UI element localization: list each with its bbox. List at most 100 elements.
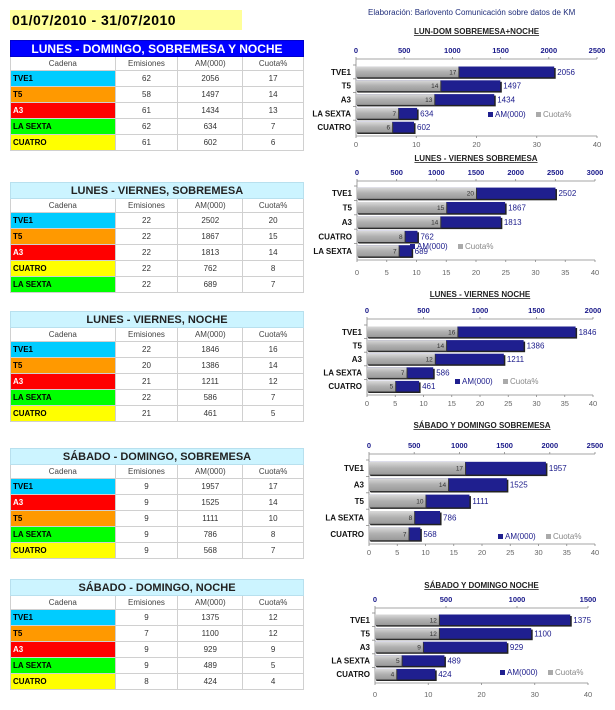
- channel-name: T5: [10, 510, 116, 527]
- am-cell: 2502: [177, 212, 244, 229]
- am-data-label: 461: [422, 382, 436, 391]
- category-label: TVE1: [332, 189, 353, 198]
- top-axis-tick-label: 1000: [451, 441, 468, 450]
- table-row: T5 22 1867 15: [10, 228, 304, 245]
- column-header: Cadena: [10, 595, 116, 610]
- legend-swatch-cuota: [503, 379, 508, 384]
- cuota-bar: [356, 80, 441, 92]
- channel-name: CUATRO: [10, 134, 116, 151]
- cuota-bar: [369, 478, 449, 491]
- cuota-data-label: 12: [430, 631, 438, 638]
- audience-table: LUNES - VIERNES, SOBREMESA Cadena Emisione…: [10, 182, 304, 293]
- top-axis-tick-label: 1500: [580, 595, 597, 604]
- chart-title: LUN-DOM SOBREMESA+NOCHE: [414, 27, 540, 36]
- emisiones-cell: 22: [114, 212, 179, 229]
- am-cell: 489: [177, 657, 244, 674]
- column-header: Emisiones: [114, 464, 179, 479]
- table-row: TVE1 22 1846 16: [10, 341, 304, 358]
- cuota-data-label: 12: [430, 617, 438, 624]
- category-label: TVE1: [342, 328, 363, 337]
- legend-label-cuota: Cuota%: [555, 668, 583, 677]
- cuota-data-label: 17: [449, 69, 457, 76]
- top-axis-tick-label: 2000: [541, 441, 558, 450]
- category-label: LA SEXTA: [331, 657, 370, 666]
- cuota-bar: [367, 353, 435, 365]
- bottom-axis-tick-label: 35: [563, 548, 571, 557]
- am-cell: 424: [177, 673, 244, 690]
- am-bar: [375, 614, 571, 626]
- am-bar: [375, 668, 436, 680]
- bottom-axis-tick-label: 40: [593, 140, 601, 149]
- column-header: Cadena: [10, 56, 116, 71]
- category-label: T5: [342, 82, 352, 91]
- column-header: Emisiones: [114, 198, 179, 213]
- audience-table: SÁBADO - DOMINGO, NOCHE Cadena Emisiones AM…: [10, 579, 304, 690]
- bottom-axis-tick-label: 30: [532, 399, 540, 408]
- channel-name: CUATRO: [10, 260, 116, 277]
- am-data-label: 1846: [579, 328, 597, 337]
- bottom-axis-tick-label: 10: [424, 690, 432, 699]
- column-header: AM(000): [177, 464, 244, 479]
- cuota-cell: 14: [242, 86, 304, 103]
- channel-name: A3: [10, 641, 116, 658]
- am-cell: 1957: [177, 478, 244, 495]
- cuota-data-label: 14: [431, 220, 439, 227]
- channel-name: T5: [10, 86, 116, 103]
- cuota-cell: 14: [242, 357, 304, 374]
- channel-name: A3: [10, 373, 116, 390]
- category-label: TVE1: [350, 616, 371, 625]
- cuota-cell: 14: [242, 494, 304, 511]
- table-row: T5 58 1497 14: [10, 86, 304, 103]
- table-row: CUATRO 8 424 4: [10, 673, 304, 690]
- bottom-axis-tick-label: 10: [412, 268, 420, 277]
- bottom-axis-tick-label: 25: [502, 268, 510, 277]
- cuota-bar: [369, 527, 409, 541]
- column-header: AM(000): [177, 198, 244, 213]
- cuota-bar: [375, 628, 439, 639]
- channel-name: A3: [10, 244, 116, 261]
- am-cell: 929: [177, 641, 244, 658]
- top-axis-tick-label: 1500: [528, 306, 545, 315]
- am-data-label: 2056: [557, 68, 575, 77]
- am-data-label: 602: [417, 123, 431, 132]
- cuota-data-label: 16: [448, 329, 456, 336]
- cuota-data-label: 13: [425, 97, 433, 104]
- table-row: TVE1 62 2056 17: [10, 70, 304, 87]
- am-data-label: 1100: [534, 629, 552, 638]
- bottom-axis-tick-label: 5: [385, 268, 389, 277]
- am-cell: 461: [177, 405, 244, 422]
- table-row: CUATRO 21 461 5: [10, 405, 304, 422]
- category-label: T5: [355, 497, 365, 506]
- legend-swatch-am: [455, 379, 460, 384]
- channel-name: CUATRO: [10, 542, 116, 559]
- emisiones-cell: 22: [114, 260, 179, 277]
- bottom-axis-tick-label: 20: [472, 140, 480, 149]
- emisiones-cell: 9: [114, 526, 179, 543]
- cuota-bar: [357, 187, 476, 199]
- audience-table: SÁBADO - DOMINGO, SOBREMESA Cadena Emision…: [10, 448, 304, 559]
- top-axis-tick-label: 500: [440, 595, 453, 604]
- am-data-label: 1497: [503, 82, 521, 91]
- cuota-data-label: 8: [399, 234, 403, 241]
- legend-swatch-am: [498, 534, 503, 539]
- top-axis-tick-label: 2000: [507, 168, 524, 177]
- bottom-axis-tick-label: 30: [534, 548, 542, 557]
- channel-name: A3: [10, 494, 116, 511]
- cuota-bar: [367, 340, 447, 351]
- top-axis-tick-label: 500: [390, 168, 403, 177]
- emisiones-cell: 7: [114, 625, 179, 642]
- table-title: LUNES - VIERNES, SOBREMESA: [10, 182, 304, 199]
- cuota-data-label: 6: [387, 125, 391, 132]
- channel-name: T5: [10, 228, 116, 245]
- am-cell: 689: [177, 276, 244, 293]
- channel-name: LA SEXTA: [10, 118, 116, 135]
- am-bar: [375, 628, 532, 639]
- am-cell: 1497: [177, 86, 244, 103]
- bottom-axis-tick-label: 20: [476, 399, 484, 408]
- am-cell: 762: [177, 260, 244, 277]
- channel-name: LA SEXTA: [10, 276, 116, 293]
- cuota-data-label: 5: [396, 658, 400, 665]
- top-axis-tick-label: 0: [355, 168, 359, 177]
- am-data-label: 1211: [507, 355, 525, 364]
- cuota-bar: [357, 201, 447, 214]
